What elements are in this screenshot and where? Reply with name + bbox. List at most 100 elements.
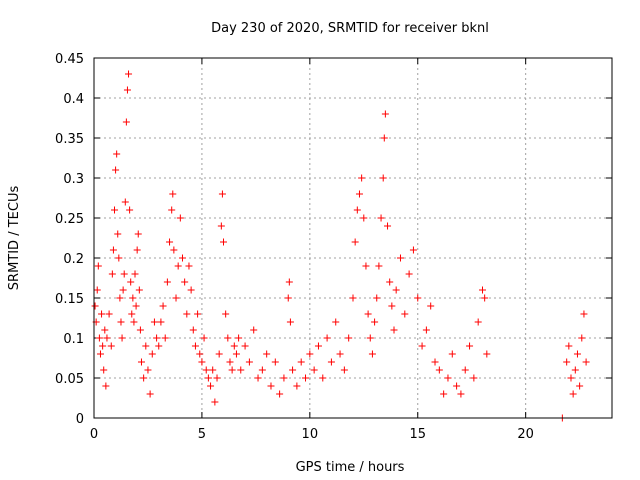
plot-frame [93, 57, 613, 419]
data-point [453, 382, 461, 390]
data-point [209, 366, 217, 374]
data-point [379, 174, 387, 182]
data-point [125, 70, 133, 78]
data-point [580, 310, 588, 318]
data-point [271, 358, 279, 366]
data-point [105, 310, 113, 318]
data-point [571, 366, 579, 374]
data-point [563, 358, 571, 366]
data-point [137, 358, 145, 366]
data-point [178, 254, 186, 262]
data-point [444, 374, 452, 382]
y-axis-label: SRMTID / TECUs [7, 186, 22, 291]
data-point [226, 358, 234, 366]
data-point [232, 350, 240, 358]
data-point [440, 390, 448, 398]
data-point [115, 254, 123, 262]
data-point [122, 118, 130, 126]
y-tick-label: 0.2 [63, 252, 84, 267]
data-point [250, 326, 258, 334]
data-point [112, 166, 120, 174]
data-point [123, 86, 131, 94]
data-point [457, 390, 465, 398]
data-point [174, 262, 182, 270]
data-point [435, 366, 443, 374]
data-point [293, 382, 301, 390]
data-point [118, 334, 126, 342]
data-point [314, 342, 322, 350]
data-point [364, 310, 372, 318]
data-point [120, 270, 128, 278]
y-tick-label: 0.25 [55, 212, 84, 227]
data-point [380, 134, 388, 142]
data-point [345, 334, 353, 342]
data-point [187, 286, 195, 294]
data-point [117, 318, 125, 326]
x-tick-label: 5 [198, 427, 206, 442]
data-point [114, 230, 122, 238]
data-point [371, 318, 379, 326]
data-point [582, 358, 590, 366]
data-point [155, 342, 163, 350]
data-point [461, 366, 469, 374]
data-point [132, 302, 140, 310]
data-point [217, 222, 225, 230]
data-point [573, 350, 581, 358]
data-point [150, 318, 158, 326]
data-point [418, 342, 426, 350]
data-point [191, 342, 199, 350]
data-point [95, 334, 103, 342]
data-point [220, 238, 227, 246]
y-tick-label: 0 [76, 412, 84, 427]
data-point [481, 294, 489, 302]
data-point [228, 366, 236, 374]
data-point [569, 390, 577, 398]
data-point [176, 214, 184, 222]
data-point [392, 286, 400, 294]
data-point [323, 334, 331, 342]
data-point [360, 214, 368, 222]
x-axis-label: GPS time / hours [296, 460, 405, 475]
data-point [157, 318, 165, 326]
data-point [109, 246, 117, 254]
data-point [235, 334, 243, 342]
data-point [183, 310, 191, 318]
data-point [135, 286, 143, 294]
data-point [327, 358, 335, 366]
data-point [388, 302, 396, 310]
data-point [189, 326, 197, 334]
x-tick-label: 0 [90, 427, 98, 442]
data-point [405, 270, 413, 278]
data-point [170, 246, 178, 254]
data-point [386, 278, 394, 286]
data-point [297, 358, 305, 366]
data-point [166, 238, 174, 246]
data-point [409, 246, 417, 254]
data-point [565, 342, 573, 350]
data-point [276, 390, 284, 398]
data-point [366, 334, 374, 342]
data-point [353, 206, 361, 214]
data-point [213, 374, 221, 382]
y-tick-label: 0.35 [55, 132, 84, 147]
data-point [427, 302, 435, 310]
data-point [466, 342, 474, 350]
y-tick-label: 0.05 [55, 372, 84, 387]
data-point [144, 366, 152, 374]
data-point [198, 358, 206, 366]
data-point [163, 278, 171, 286]
data-point [576, 382, 584, 390]
data-point [284, 294, 292, 302]
data-point [567, 374, 575, 382]
y-tick-label: 0.45 [55, 52, 84, 67]
data-point [263, 350, 271, 358]
data-point [181, 278, 189, 286]
data-point [107, 342, 115, 350]
data-point [351, 238, 359, 246]
data-point [358, 174, 366, 182]
data-point [101, 326, 109, 334]
y-tick-label: 0.1 [63, 332, 84, 347]
data-point [131, 270, 139, 278]
data-point [578, 334, 586, 342]
data-point [140, 374, 148, 382]
